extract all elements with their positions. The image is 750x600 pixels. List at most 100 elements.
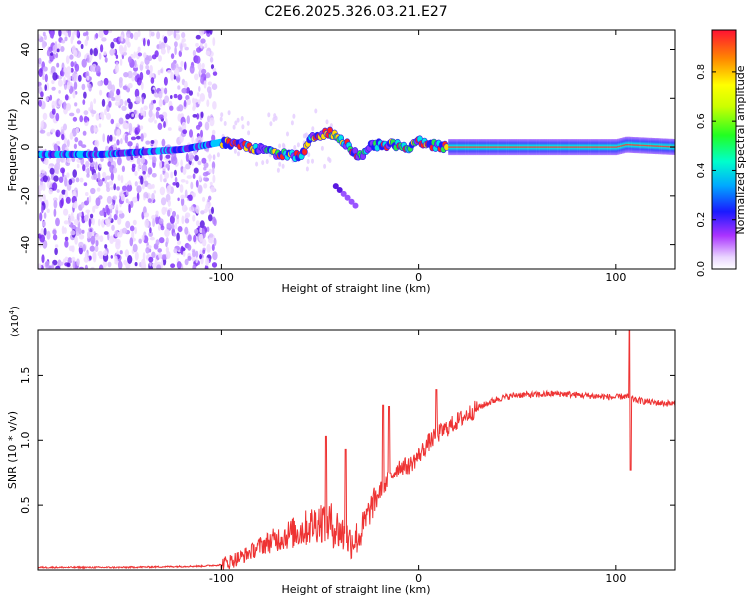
spectrogram-noise-cell — [159, 186, 166, 196]
spectrogram-ridge-cell — [659, 138, 662, 155]
spectrogram-noise-cell — [66, 81, 71, 90]
spectrogram-noise-cell — [64, 240, 69, 248]
spectrogram-noise-cell — [171, 223, 175, 230]
spectrogram-noise-cell — [194, 73, 199, 81]
spectrogram-ridge-cell — [604, 139, 607, 156]
spectrogram-noise-cell — [106, 186, 111, 193]
spectrogram-ridge-cell — [460, 139, 463, 156]
spectrogram-ridge-cell — [508, 139, 510, 156]
spectrogram-noise-cell — [192, 250, 196, 258]
spectrogram-noise-cell — [145, 65, 150, 70]
spectrogram-ridge-cell — [557, 139, 559, 156]
spectrogram-ridge-cell — [506, 139, 509, 156]
spectrogram-noise-cell — [158, 90, 163, 99]
spectrogram-noise-cell — [85, 168, 89, 173]
spectrogram-noise-cell — [130, 32, 134, 40]
spectrogram-noise-cell — [176, 30, 180, 34]
spectrogram-noise-cell — [42, 175, 48, 183]
spectrogram-noise-cell — [203, 183, 208, 189]
spectrogram-noise-cell — [211, 134, 216, 142]
spectrogram-noise-cell — [73, 81, 78, 90]
spectrogram-noise-cell — [164, 229, 170, 237]
spectrogram-noise-cell — [181, 31, 186, 39]
spectrogram-noise-cell — [99, 163, 102, 168]
spectrogram-noise-cell — [199, 93, 205, 102]
spectrogram-noise-cell — [296, 142, 300, 148]
spectrogram-noise-cell — [167, 199, 171, 207]
spectrogram-noise-cell — [170, 72, 175, 81]
spectrogram-ridge-cell — [561, 139, 564, 156]
spectrogram-noise-cell — [87, 231, 91, 239]
spectrogram-noise-cell — [116, 139, 120, 146]
spectrogram-noise-cell — [174, 176, 178, 184]
spectrogram-noise-cell — [180, 43, 183, 53]
spectrogram-ridge-cell — [505, 139, 507, 156]
spectrogram-noise-cell — [223, 121, 227, 126]
spectrogram-noise-cell — [170, 95, 173, 99]
spectrogram-noise-cell — [192, 173, 196, 179]
spectrogram-ridge-cell — [553, 139, 556, 156]
spectrogram-y-tick-label: 20 — [19, 91, 32, 105]
spectrogram-noise-cell — [43, 227, 47, 236]
spectrogram-noise-cell — [211, 161, 216, 170]
spectrogram-noise-cell — [157, 224, 162, 231]
spectrogram-noise-cell — [76, 108, 81, 114]
spectrogram-noise-cell — [83, 182, 88, 187]
spectrogram-ridge-cell — [470, 139, 473, 156]
spectrogram-noise-cell — [94, 139, 100, 148]
spectrogram-noise-cell — [79, 115, 84, 123]
spectrogram-noise-cell — [152, 218, 156, 228]
spectrogram-noise-cell — [134, 181, 138, 187]
spectrogram-noise-cell — [124, 44, 127, 53]
spectrogram-noise-cell — [133, 51, 136, 59]
spectrogram-noise-cell — [53, 199, 58, 209]
spectrogram-noise-cell — [187, 244, 192, 251]
spectrogram-ridge-cell — [583, 139, 586, 156]
spectrogram-noise-cell — [174, 46, 177, 56]
spectrogram-noise-cell — [149, 236, 155, 241]
spectrogram-ridge-cell — [509, 139, 512, 156]
spectrogram-noise-cell — [97, 250, 104, 257]
spectrogram-noise-cell — [153, 190, 157, 194]
spectrogram-noise-cell — [192, 114, 198, 118]
spectrogram-noise-cell — [57, 259, 62, 268]
spectrogram-noise-cell — [84, 214, 89, 222]
spectrogram-ridge-cell — [467, 139, 469, 156]
spectrogram-noise-cell — [90, 187, 96, 195]
spectrogram-noise-cell — [75, 127, 80, 134]
spectrogram-noise-cell — [106, 207, 111, 216]
spectrogram-noise-cell — [38, 68, 43, 78]
spectrogram-noise-cell — [207, 154, 213, 159]
snr-x-tick-label: -100 — [209, 572, 234, 585]
spectrogram-ridge-cell — [651, 137, 654, 154]
spectrogram-noise-cell — [204, 43, 208, 48]
spectrogram-noise-cell — [152, 156, 157, 164]
spectrogram-noise-cell — [60, 167, 66, 174]
spectrogram-noise-cell — [212, 167, 215, 175]
spectrogram-ridge-cell — [456, 139, 458, 156]
spectrogram-noise-cell — [70, 211, 74, 220]
spectrogram-noise-cell — [91, 217, 95, 226]
spectrogram-noise-cell — [205, 72, 211, 79]
spectrogram-ridge-cell — [632, 137, 635, 153]
spectrogram-noise-cell — [196, 113, 200, 120]
spectrogram-noise-cell — [157, 248, 162, 253]
spectrogram-noise-cell — [203, 80, 207, 89]
spectrogram-noise-cell — [81, 83, 86, 91]
spectrogram-noise-cell — [99, 89, 103, 96]
spectrogram-noise-cell — [183, 43, 187, 48]
spectrogram-noise-cell — [207, 81, 213, 86]
spectrogram-y-tick-label: 40 — [19, 43, 32, 57]
spectrogram-noise-cell — [200, 257, 204, 265]
spectrogram-ridge-cell — [587, 139, 589, 156]
colorbar: 0.0 0.2 0.4 0.6 0.8 Normalized spectral ampl… — [696, 29, 747, 277]
spectrogram-ridge-cell — [552, 139, 555, 156]
spectrogram-noise-cell — [137, 52, 143, 57]
spectrogram-noise-cell — [167, 209, 171, 217]
spectrogram-noise-cell — [61, 134, 65, 141]
spectrogram-noise-cell — [192, 214, 196, 222]
spectrogram-ridge-cell — [449, 139, 452, 156]
spectrogram-noise-cell — [103, 77, 109, 86]
spectrogram-noise-cell — [158, 55, 162, 62]
spectrogram-noise-cell — [200, 38, 206, 44]
